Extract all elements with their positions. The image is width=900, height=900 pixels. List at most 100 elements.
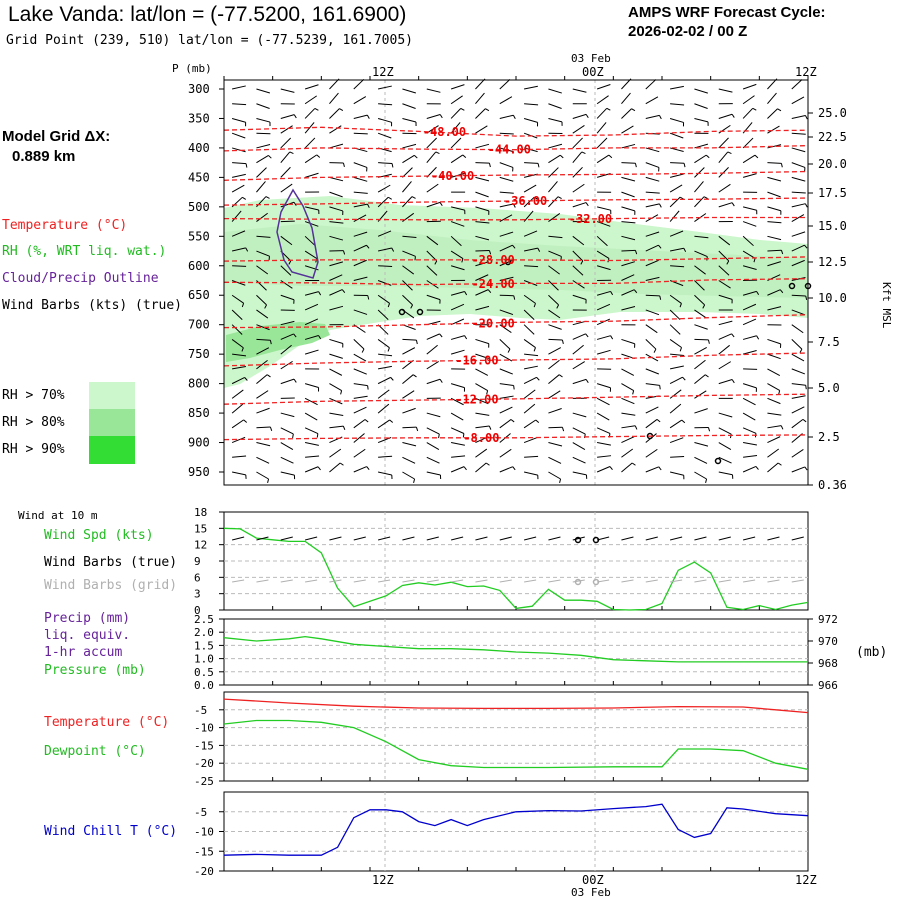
- wind-barb-flag: [634, 250, 638, 255]
- wind-barb: [499, 353, 513, 362]
- wind-barb: [670, 247, 684, 252]
- wind-barb-flag: [679, 303, 682, 308]
- wind-barb: [256, 309, 269, 319]
- wind-barb: [256, 407, 270, 414]
- wind-barb: [718, 265, 730, 276]
- wind-barb-flag: [804, 244, 808, 249]
- wind-barb: [475, 206, 489, 212]
- wind-barb: [280, 344, 292, 355]
- surface-wind-barb: [450, 536, 464, 541]
- wind-barb: [767, 92, 777, 105]
- wind-barb: [426, 471, 441, 476]
- wind-barb-flag: [269, 426, 273, 431]
- wind-barb-flag: [537, 163, 540, 168]
- wind-barb: [742, 206, 757, 211]
- rh-80-region: [226, 322, 330, 362]
- wind-barb-flag: [559, 154, 564, 159]
- wind-barb-flag: [705, 478, 708, 483]
- wind-barb: [596, 250, 610, 259]
- wind-barb: [548, 390, 561, 399]
- calm-grid-wind: [592, 578, 600, 586]
- wind-barb-flag: [266, 374, 271, 378]
- wind-barb: [548, 347, 562, 355]
- wind-barb-flag: [463, 466, 467, 471]
- wind-barb: [304, 250, 318, 260]
- wind-barb: [232, 471, 246, 476]
- wind-barb: [304, 335, 319, 340]
- wind-barb-flag: [439, 202, 443, 207]
- wind-barb: [304, 397, 318, 406]
- wind-barb: [353, 339, 365, 350]
- wind-barb-flag: [731, 379, 735, 384]
- rh-80-label: RH > 80%: [2, 415, 65, 430]
- wind-barb: [231, 309, 243, 320]
- wind-barb: [548, 309, 561, 319]
- windchill-panel-tick-label: -15: [194, 845, 214, 858]
- wind-barb: [645, 466, 659, 473]
- wind-barb: [231, 117, 246, 123]
- wind-barb: [621, 338, 635, 345]
- wind-barb-flag: [656, 419, 661, 423]
- wind-barb: [377, 339, 390, 349]
- wind-barb-flag: [364, 419, 369, 423]
- rh-90-label: RH > 90%: [2, 442, 65, 457]
- wind-barb-flag: [658, 244, 662, 249]
- wind-barb: [426, 427, 440, 435]
- wind-barb: [596, 95, 609, 105]
- wind-barb-flag: [414, 154, 418, 159]
- wind-barb: [402, 338, 417, 341]
- wind-barb-flag: [387, 347, 390, 352]
- wind-barb-flag: [707, 339, 710, 344]
- wind-barb: [524, 103, 539, 106]
- wind-barb: [256, 426, 271, 429]
- wind-barb: [718, 113, 733, 119]
- wind-barb: [669, 419, 683, 429]
- wind-barb: [645, 294, 660, 297]
- pressure-tick-label: 650: [188, 288, 210, 302]
- wind-barb: [524, 162, 539, 164]
- wind-barb: [231, 339, 244, 349]
- wind-barb: [548, 280, 559, 291]
- date-label-top: 03 Feb: [571, 52, 611, 65]
- wind-barb: [645, 383, 660, 386]
- pressure-tick-label: 300: [188, 82, 210, 96]
- wind-panel-tick-label: 18: [194, 506, 207, 519]
- wind-barb: [231, 210, 242, 222]
- wind-barb: [231, 377, 245, 385]
- wind-barb: [426, 294, 441, 301]
- surface-wind-barb: [718, 536, 731, 541]
- wind-barb-flag: [558, 374, 563, 378]
- wind-barb-flag: [316, 433, 319, 438]
- wind-barb: [767, 144, 782, 149]
- wind-barb: [231, 132, 246, 139]
- wind-panel-tick-label: 9: [194, 555, 201, 568]
- wind-barb-flag: [805, 295, 808, 300]
- wind-barb: [621, 143, 636, 149]
- wind-barb: [742, 412, 756, 421]
- wind-barb: [232, 365, 246, 370]
- wind-barb: [304, 95, 317, 105]
- pressure-line: [223, 635, 808, 663]
- wind-barb-flag: [805, 115, 808, 120]
- wind-barb: [718, 361, 732, 370]
- wind-barb: [329, 383, 342, 391]
- wind-barb: [304, 137, 316, 149]
- wind-barb-flag: [293, 333, 297, 338]
- wind-barb-flag: [731, 202, 735, 207]
- wind-barb: [499, 203, 514, 208]
- wind-barb: [402, 265, 415, 275]
- wind-barb: [669, 196, 681, 208]
- wind-barb: [499, 276, 514, 281]
- wind-barb: [280, 360, 293, 370]
- wind-barb: [694, 117, 709, 123]
- wind-barb: [475, 448, 488, 458]
- wind-barb: [280, 88, 295, 93]
- wind-barb: [645, 276, 660, 281]
- wind-barb: [670, 85, 684, 90]
- surface-wind-barb: [694, 536, 707, 541]
- wind-barb: [621, 249, 636, 252]
- wind-barb: [499, 406, 513, 414]
- wind-barb: [353, 114, 368, 119]
- wind-barb: [231, 419, 244, 429]
- pressure-tick-label: 950: [188, 465, 210, 479]
